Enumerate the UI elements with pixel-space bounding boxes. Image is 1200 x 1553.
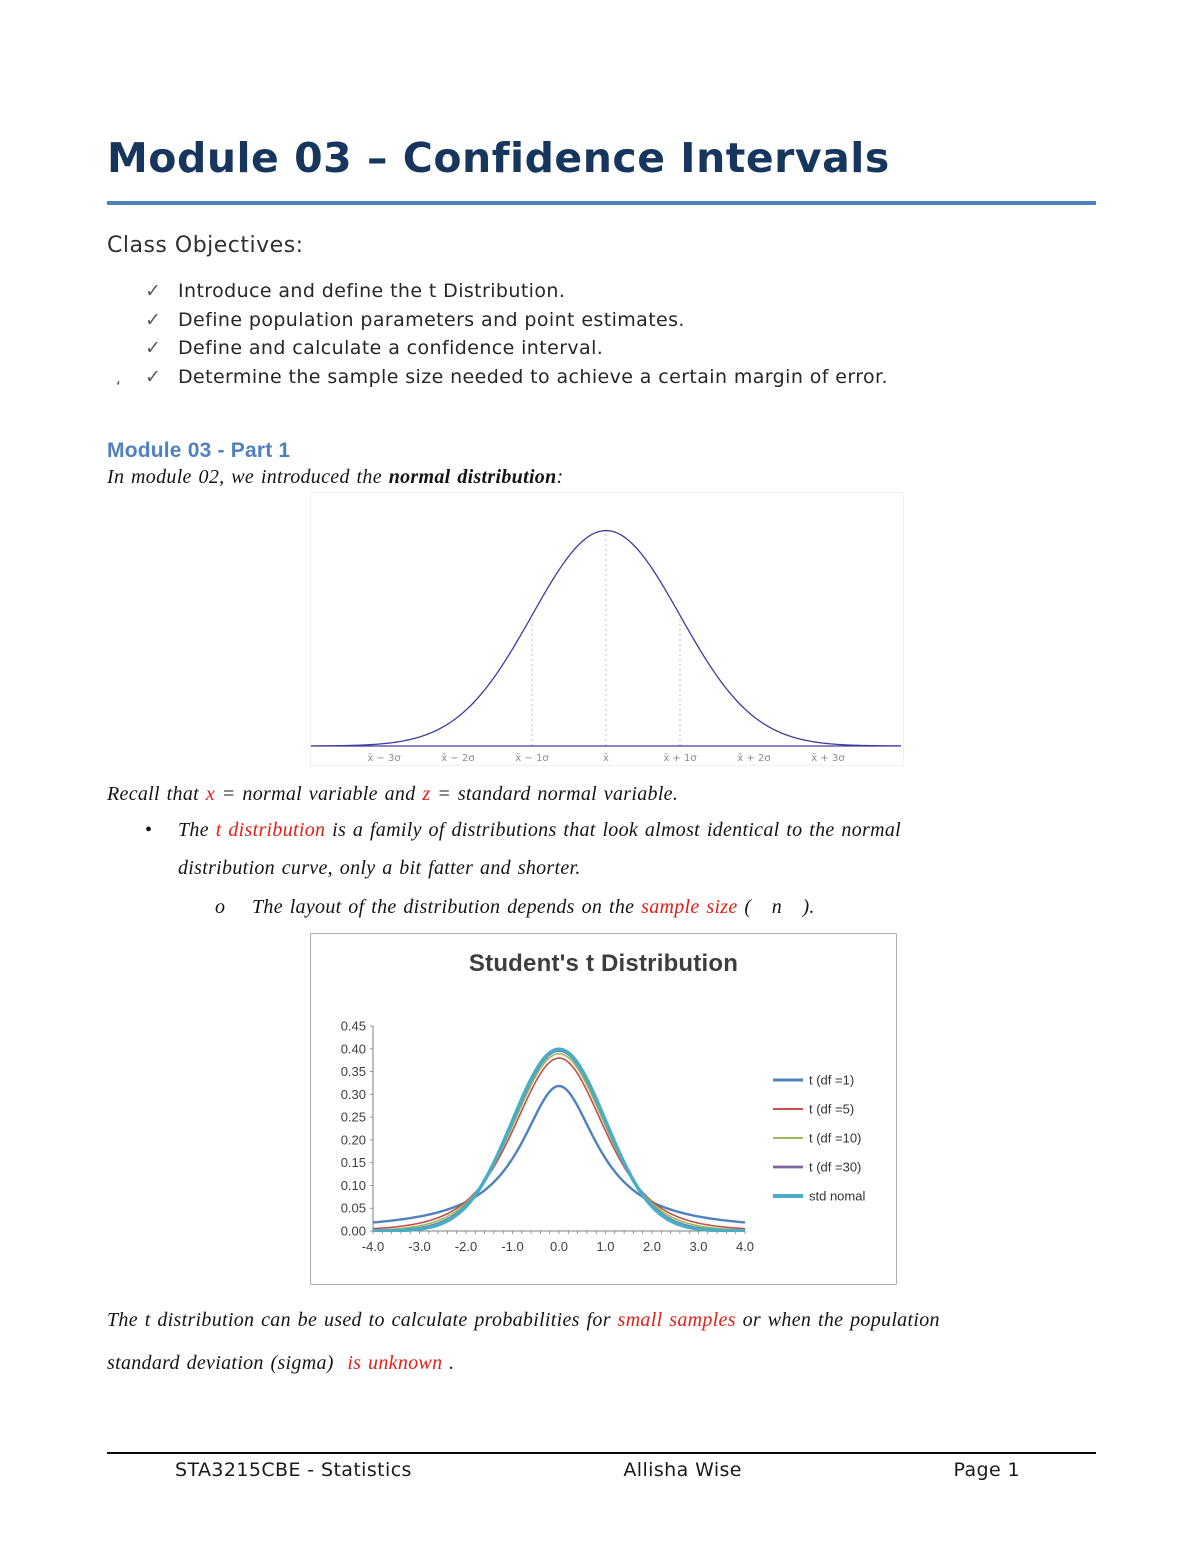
objective-item: ✓ Define population parameters and point … — [145, 306, 888, 335]
svg-text:0.40: 0.40 — [341, 1041, 366, 1056]
t-distribution-bullet: • The t distribution is a family of dist… — [145, 811, 901, 887]
svg-text:0.25: 0.25 — [341, 1110, 366, 1125]
svg-text:-2.0: -2.0 — [455, 1239, 477, 1254]
svg-text:0.20: 0.20 — [341, 1132, 366, 1147]
intro-text: In module 02, we introduced the — [107, 466, 389, 488]
closing-segment: or when the population — [735, 1309, 940, 1331]
objective-text: Introduce and define the t Distribution. — [178, 280, 566, 302]
svg-text:t (df =10): t (df =10) — [809, 1131, 861, 1146]
checkmark-icon: ✓ — [145, 365, 162, 388]
intro-bold-term: normal distribution — [388, 466, 557, 488]
svg-text:x̄ + 3σ: x̄ + 3σ — [811, 753, 845, 763]
is-unknown-term: is unknown — [347, 1352, 443, 1374]
recall-x-variable: x — [205, 783, 215, 805]
svg-text:2.0: 2.0 — [643, 1239, 661, 1254]
recall-text: = standard normal variable. — [430, 783, 679, 805]
t-distribution-term: t distribution — [215, 819, 326, 841]
sub-bullet-text: The layout of the distribution depends o… — [252, 896, 815, 919]
normal-distribution-curve-svg: x̄ − 3σ x̄ − 2σ x̄ − 1σ x̄ x̄ + 1σ x̄ + 2σ x̄ … — [311, 529, 901, 763]
svg-text:0.35: 0.35 — [341, 1064, 366, 1079]
svg-text:x̄ + 1σ: x̄ + 1σ — [663, 753, 697, 763]
svg-text:0.00: 0.00 — [341, 1224, 366, 1239]
svg-text:std nomal: std nomal — [809, 1189, 865, 1204]
stray-mark: ‘ — [116, 378, 121, 396]
sub-bullet-icon: o — [215, 896, 226, 918]
svg-text:-1.0: -1.0 — [501, 1239, 523, 1254]
svg-text:4.0: 4.0 — [736, 1239, 754, 1254]
footer-author: Allisha Wise — [623, 1459, 742, 1481]
svg-text:0.0: 0.0 — [550, 1239, 568, 1254]
objective-text: Define population parameters and point e… — [178, 308, 685, 331]
objective-text: Determine the sample size needed to achi… — [178, 365, 888, 388]
closing-segment: standard deviation (sigma) — [107, 1352, 348, 1374]
bullet-text: The t distribution is a family of distri… — [178, 811, 901, 887]
objectives-heading: Class Objectives: — [107, 233, 304, 258]
small-samples-term: small samples — [617, 1309, 736, 1331]
objective-text: Define and calculate a confidence interv… — [178, 337, 604, 359]
svg-text:x̄: x̄ — [603, 753, 609, 763]
recall-z-variable: z — [422, 783, 431, 805]
bullet-icon: • — [145, 819, 153, 841]
sub-bullet-segment: ). — [782, 896, 815, 918]
checkmark-icon: ✓ — [145, 280, 162, 302]
intro-colon: : — [556, 466, 564, 488]
svg-text:t (df =5): t (df =5) — [809, 1102, 854, 1117]
part1-heading: Module 03 - Part 1 — [107, 439, 291, 462]
svg-text:0.10: 0.10 — [341, 1178, 366, 1193]
recall-text: = normal variable and — [215, 783, 423, 805]
svg-text:x̄ + 2σ: x̄ + 2σ — [737, 753, 771, 763]
sub-bullet-segment: The layout of the distribution depends o… — [252, 896, 642, 918]
intro-paragraph: In module 02, we introduced the normal d… — [107, 466, 564, 489]
svg-text:0.15: 0.15 — [341, 1155, 366, 1170]
svg-text:t (df =1): t (df =1) — [809, 1073, 854, 1088]
objective-item: ✓ Introduce and define the t Distribution… — [145, 277, 888, 306]
sample-size-subbullet: o The layout of the distribution depends… — [215, 896, 815, 919]
t-chart-title: Student's t Distribution — [468, 950, 739, 977]
bullet-text-segment: distribution curve, only a bit fatter an… — [178, 857, 581, 879]
objectives-list: ✓ Introduce and define the t Distribution… — [145, 277, 888, 391]
recall-paragraph: Recall that x = normal variable and z = … — [107, 783, 678, 806]
t-distribution-chart: Student's t Distribution 0.00 0.05 0.10 0.1… — [310, 933, 897, 1285]
objective-item: ✓ Define and calculate a confidence inter… — [145, 334, 888, 363]
closing-segment: The t distribution can be used to calcul… — [107, 1309, 618, 1331]
closing-paragraph: The t distribution can be used to calcul… — [107, 1299, 1102, 1385]
recall-text: Recall that — [107, 783, 206, 805]
svg-text:-4.0: -4.0 — [362, 1239, 384, 1254]
bullet-text-segment: is a family of distributions that look a… — [325, 819, 901, 841]
objective-item: ✓ Determine the sample size needed to ach… — [145, 363, 888, 392]
svg-text:-3.0: -3.0 — [408, 1239, 430, 1254]
sample-size-term: sample size — [641, 896, 738, 918]
svg-text:0.30: 0.30 — [341, 1087, 366, 1102]
svg-text:x̄ − 1σ: x̄ − 1σ — [515, 753, 549, 763]
bullet-text-segment: The — [178, 819, 216, 841]
closing-segment: . — [442, 1352, 455, 1374]
title-underline — [107, 201, 1096, 205]
svg-text:x̄ − 3σ: x̄ − 3σ — [367, 753, 401, 763]
footer-page-number: Page 1 — [953, 1459, 1020, 1481]
footer-course: STA3215CBE - Statistics — [175, 1459, 412, 1481]
page-footer: STA3215CBE - Statistics Allisha Wise Pag… — [175, 1459, 1020, 1481]
footer-divider — [107, 1452, 1096, 1454]
svg-text:0.45: 0.45 — [341, 1019, 366, 1034]
svg-text:1.0: 1.0 — [596, 1239, 614, 1254]
n-variable: n — [771, 896, 783, 918]
page-title: Module 03 – Confidence Intervals — [107, 134, 890, 182]
svg-text:t (df =30): t (df =30) — [809, 1160, 861, 1175]
checkmark-icon: ✓ — [145, 337, 162, 359]
checkmark-icon: ✓ — [145, 308, 162, 331]
normal-distribution-chart: x̄ − 3σ x̄ − 2σ x̄ − 1σ x̄ x̄ + 1σ x̄ + 2σ x̄ … — [310, 492, 904, 766]
t-distribution-svg: 0.00 0.05 0.10 0.15 0.20 0.25 0.30 0.35 0.40 0.45… — [341, 1019, 866, 1255]
svg-text:0.05: 0.05 — [341, 1201, 366, 1216]
svg-text:3.0: 3.0 — [689, 1239, 707, 1254]
svg-text:x̄ − 2σ: x̄ − 2σ — [441, 753, 475, 763]
sub-bullet-segment: ( — [737, 896, 772, 918]
